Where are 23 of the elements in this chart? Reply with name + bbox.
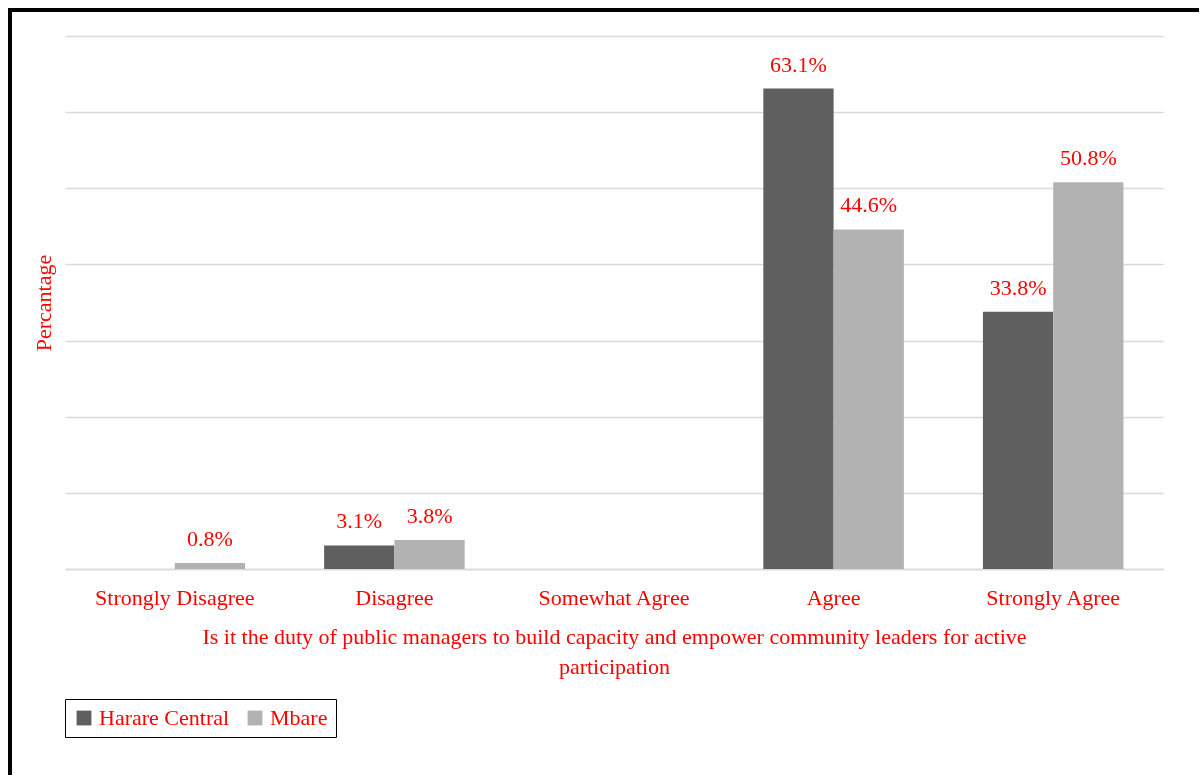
y-axis-title: Percantage [30,254,56,352]
data-label: 44.6% [840,192,898,218]
data-label: 3.1% [336,508,383,534]
x-axis-title: Is it the duty of public managers to build capacity and empower community leaders for active participation [202,623,1027,679]
x-tick-label: Strongly Disagree [95,584,255,610]
data-label: 63.1% [770,51,827,77]
bar [174,562,246,569]
data-label: 33.8% [989,274,1047,300]
bar [1053,182,1124,569]
bar [833,229,904,569]
x-tick-label: Strongly Agree [986,584,1121,610]
data-label: 50.8% [1059,145,1117,171]
bar [394,540,465,569]
legend-label: Mbare [270,705,328,730]
bar [982,311,1054,569]
data-label: 3.8% [406,503,453,529]
bar [763,88,834,569]
data-label: 0.8% [187,525,233,551]
legend-label: Harare Central [99,705,230,730]
x-tick-label: Disagree [355,584,434,610]
x-tick-label: Somewhat Agree [538,584,690,610]
bar [324,545,395,569]
x-tick-label: Agree [806,584,861,610]
